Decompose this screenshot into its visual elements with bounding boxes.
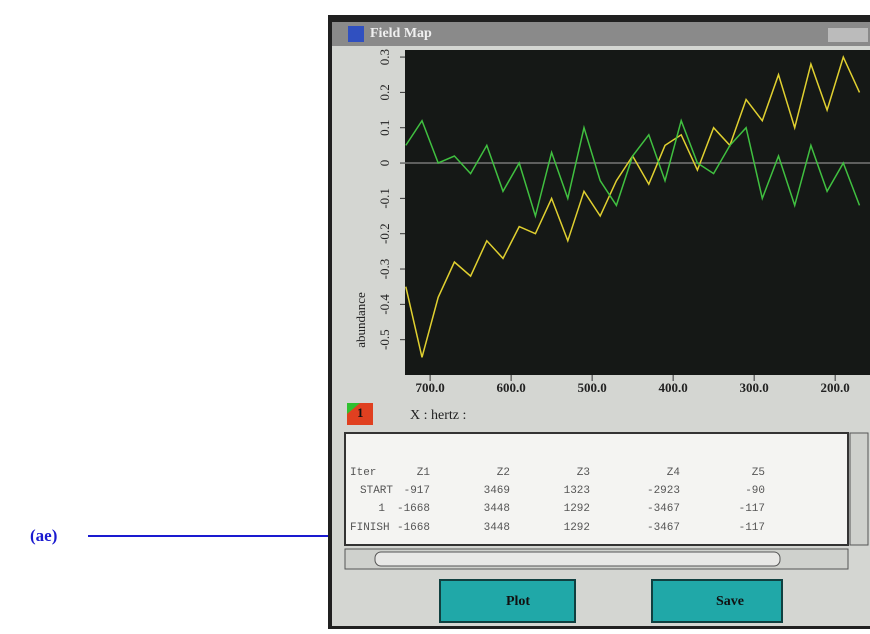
- x-tick-label: 300.0: [740, 380, 769, 395]
- y-tick-label: 0.3: [377, 49, 392, 65]
- table-header: Z4: [667, 467, 681, 479]
- app-icon: [348, 26, 364, 42]
- table-cell: -3467: [647, 522, 680, 534]
- y-tick-label: 0.1: [377, 120, 392, 136]
- v-scrollbar[interactable]: [850, 433, 868, 545]
- screen: (ae) Field Map 1 X : hertz : abundance P…: [0, 0, 870, 629]
- y-tick-label: 0: [377, 160, 392, 167]
- table-cell: -1668: [397, 503, 430, 515]
- plot-area: [405, 50, 870, 375]
- table-cell: 1: [378, 503, 385, 515]
- h-scroll-thumb[interactable]: [375, 552, 780, 566]
- plot-button-label: Plot: [506, 594, 530, 609]
- table-header: Z1: [417, 467, 431, 479]
- y-tick-label: -0.2: [377, 223, 392, 244]
- table-cell: 3448: [484, 503, 510, 515]
- table-cell: 3469: [484, 485, 510, 497]
- table-cell: 1323: [564, 485, 590, 497]
- table-cell: -117: [739, 503, 765, 515]
- table-header: Z2: [497, 467, 510, 479]
- table-cell: -917: [404, 485, 430, 497]
- x-axis-label: X : hertz :: [410, 408, 466, 423]
- y-tick-label: 0.2: [377, 84, 392, 100]
- table-header: Iter: [350, 467, 376, 479]
- table-header: Z5: [752, 467, 765, 479]
- indicator: 1: [357, 405, 364, 420]
- x-tick-label: 200.0: [821, 380, 850, 395]
- table-header: Z3: [577, 467, 590, 479]
- table-cell: START: [360, 485, 393, 497]
- x-tick-label: 500.0: [578, 380, 607, 395]
- table-cell: -1668: [397, 522, 430, 534]
- save-button-label: Save: [716, 594, 744, 609]
- y-tick-label: -0.1: [377, 188, 392, 209]
- annotation-label: (ae): [30, 526, 57, 545]
- y-tick-label: -0.5: [377, 329, 392, 350]
- y-axis-label: abundance: [353, 292, 368, 348]
- y-tick-label: -0.3: [377, 259, 392, 280]
- table-cell: -117: [739, 522, 765, 534]
- window-controls[interactable]: [828, 28, 868, 42]
- y-tick-label: -0.4: [377, 294, 392, 315]
- table-cell: 3448: [484, 522, 510, 534]
- x-tick-label: 600.0: [496, 380, 525, 395]
- page: {"annotation": {"label": "(ae)"}, "windo…: [0, 0, 870, 629]
- table-cell: FINISH: [350, 522, 390, 534]
- table-cell: 1292: [564, 522, 590, 534]
- table-cell: -3467: [647, 503, 680, 515]
- table-cell: 1292: [564, 503, 590, 515]
- table-cell: -2923: [647, 485, 680, 497]
- window-title: Field Map: [370, 26, 432, 41]
- x-tick-label: 700.0: [415, 380, 444, 395]
- x-tick-label: 400.0: [659, 380, 688, 395]
- table-cell: -90: [745, 485, 765, 497]
